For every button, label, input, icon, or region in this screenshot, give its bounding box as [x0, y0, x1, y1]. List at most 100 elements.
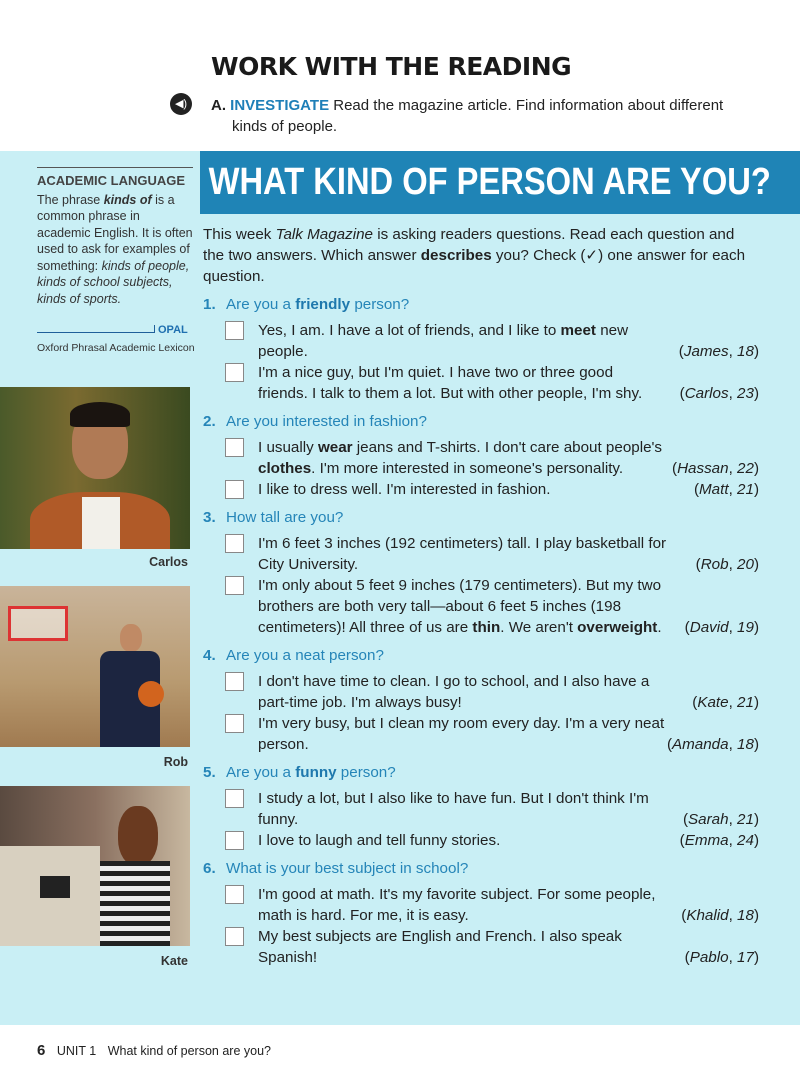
- answer-text: I'm good at math. It's my favorite subje…: [258, 884, 667, 926]
- answer-author: (Amanda, 18): [666, 736, 759, 753]
- answer-checkbox[interactable]: [225, 714, 244, 733]
- answer-text: I'm very busy, but I clean my room every…: [258, 713, 667, 755]
- text-run: I usually: [258, 439, 318, 456]
- divider: [37, 325, 155, 333]
- question-heading: 5. Are you a funny person?: [203, 762, 759, 784]
- answer-author: (David, 19): [684, 619, 759, 636]
- unit-label: UNIT 1: [56, 1044, 97, 1058]
- question-2: 2. Are you interested in fashion? I usuall…: [203, 411, 759, 500]
- text-run: The phrase: [37, 192, 104, 207]
- question-number: 2.: [203, 413, 216, 430]
- article-title: WHAT KIND OF PERSON ARE YOU?: [208, 161, 771, 203]
- task-letter: A.: [211, 97, 226, 114]
- answer-text: My best subjects are English and French.…: [258, 926, 667, 968]
- answer-author: (Kate, 21): [692, 694, 759, 711]
- text-run: you? Check (✓) one answer for each quest…: [203, 247, 746, 285]
- answer-checkbox[interactable]: [225, 321, 244, 340]
- section-title: WORK WITH THE READING: [211, 52, 572, 81]
- answer-text: I like to dress well. I'm interested in …: [258, 479, 667, 500]
- answer-author: (Sarah, 21): [682, 811, 759, 828]
- answer-checkbox[interactable]: [225, 438, 244, 457]
- answer-checkbox[interactable]: [225, 480, 244, 499]
- page-footer: 6 UNIT 1 What kind of person are you?: [37, 1042, 271, 1059]
- text-run: Are you interested in fashion?: [226, 413, 427, 430]
- answer-text: I'm 6 feet 3 inches (192 centimeters) ta…: [258, 533, 667, 575]
- question-number: 1.: [203, 296, 216, 313]
- article-title-banner: WHAT KIND OF PERSON ARE YOU?: [200, 151, 800, 214]
- text-run: describes: [420, 247, 492, 264]
- text-run: . We aren't: [500, 619, 578, 636]
- photo-carlos: [0, 387, 190, 549]
- answer-checkbox[interactable]: [225, 576, 244, 595]
- answer-text: I study a lot, but I also like to have f…: [258, 788, 667, 830]
- answer-option: I like to dress well. I'm interested in …: [203, 479, 759, 500]
- question-4: 4. Are you a neat person? I don't have tim…: [203, 645, 759, 755]
- question-1: 1. Are you a friendly person? Yes, I am. I…: [203, 294, 759, 404]
- answer-checkbox[interactable]: [225, 885, 244, 904]
- text-run: jeans and T-shirts. I don't care about p…: [352, 439, 663, 456]
- answer-text: I love to laugh and tell funny stories.: [258, 830, 667, 851]
- answer-checkbox[interactable]: [225, 831, 244, 850]
- text-run: My best subjects are English and French.…: [258, 928, 622, 966]
- text-run: . I'm more interested in someone's perso…: [311, 460, 624, 477]
- photo-caption: Carlos: [149, 555, 188, 569]
- question-5: 5. Are you a funny person? I study a lot, …: [203, 762, 759, 851]
- answer-author: (Khalid, 18): [681, 907, 759, 924]
- text-run: kinds of: [103, 192, 152, 207]
- text-run: is asking readers questions. Read each q…: [203, 226, 735, 264]
- question-number: 3.: [203, 509, 216, 526]
- speaker-icon[interactable]: ◀): [170, 93, 192, 115]
- question-list: 1. Are you a friendly person? Yes, I am. I…: [203, 294, 759, 968]
- text-run: thin: [472, 619, 501, 636]
- question-number: 6.: [203, 860, 216, 877]
- text-run: person?: [350, 296, 410, 313]
- photo-caption: Rob: [163, 755, 188, 769]
- answer-text: I'm only about 5 feet 9 inches (179 cent…: [258, 575, 667, 638]
- answer-author: (Emma, 24): [679, 832, 759, 849]
- page-number: 6: [37, 1042, 46, 1059]
- article-body: This week Talk Magazine is asking reader…: [203, 224, 759, 968]
- answer-checkbox[interactable]: [225, 927, 244, 946]
- answer-checkbox[interactable]: [225, 363, 244, 382]
- text-run: I study a lot, but I also like to have f…: [258, 790, 649, 828]
- task-instruction: A. INVESTIGATE Read the magazine article…: [211, 95, 781, 137]
- text-run: What is your best subject in school?: [226, 860, 469, 877]
- academic-language-body: The phrase kinds of is a common phrase i…: [37, 192, 193, 308]
- answer-author: (Hassan, 22): [672, 460, 759, 477]
- text-run: friendly: [295, 296, 351, 313]
- answer-option: I'm 6 feet 3 inches (192 centimeters) ta…: [203, 533, 759, 575]
- opal-tag: OPAL: [158, 324, 188, 336]
- question-number: 4.: [203, 647, 216, 664]
- text-run: I like to dress well. I'm interested in …: [258, 481, 551, 498]
- task-label: INVESTIGATE: [230, 97, 330, 114]
- answer-checkbox[interactable]: [225, 672, 244, 691]
- text-run: person?: [336, 764, 396, 781]
- text-run: .: [657, 619, 662, 636]
- answer-text: I usually wear jeans and T-shirts. I don…: [258, 437, 667, 479]
- academic-language-heading: ACADEMIC LANGUAGE: [37, 173, 186, 188]
- answer-checkbox[interactable]: [225, 789, 244, 808]
- answer-text: Yes, I am. I have a lot of friends, and …: [258, 320, 667, 362]
- answer-option: I don't have time to clean. I go to scho…: [203, 671, 759, 713]
- text-run: meet: [560, 322, 596, 339]
- text-run: Are you a: [226, 296, 296, 313]
- task-text: Read the magazine article. Find informat…: [333, 97, 724, 114]
- text-run: I'm 6 feet 3 inches (192 centimeters) ta…: [258, 535, 667, 573]
- text-run: I'm a nice guy, but I'm quiet. I have tw…: [258, 364, 643, 402]
- text-run: Are you a neat person?: [226, 647, 384, 664]
- question-3: 3. How tall are you? I'm 6 feet 3 inches (…: [203, 507, 759, 638]
- answer-option: I'm only about 5 feet 9 inches (179 cent…: [203, 575, 759, 638]
- text-run: I'm good at math. It's my favorite subje…: [258, 886, 656, 924]
- answer-author: (Carlos, 23): [679, 385, 759, 402]
- text-run: new people.: [258, 322, 629, 360]
- answer-author: (Pablo, 17): [684, 949, 759, 966]
- question-6: 6. What is your best subject in school? I'…: [203, 858, 759, 968]
- text-run: Yes, I am. I have a lot of friends, and …: [258, 322, 561, 339]
- text-run: This week: [203, 226, 276, 243]
- answer-option: I study a lot, but I also like to have f…: [203, 788, 759, 830]
- divider: [37, 167, 193, 168]
- answer-author: (Rob, 20): [695, 556, 759, 573]
- answer-checkbox[interactable]: [225, 534, 244, 553]
- answer-text: I'm a nice guy, but I'm quiet. I have tw…: [258, 362, 667, 404]
- unit-title: What kind of person are you?: [107, 1044, 271, 1058]
